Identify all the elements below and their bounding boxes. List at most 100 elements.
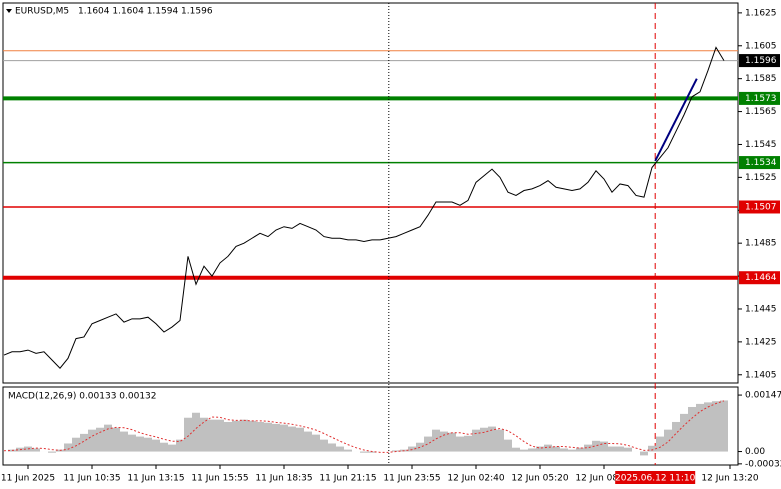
histogram-bar: [520, 449, 528, 452]
histogram-bar: [144, 437, 152, 452]
bid-box: [739, 54, 780, 68]
histogram-bar: [312, 434, 320, 452]
histogram-bar: [608, 446, 616, 452]
histogram-bar: [552, 446, 560, 452]
histogram-bar: [200, 417, 208, 452]
histogram-bar: [600, 441, 608, 452]
histogram-bar: [360, 451, 368, 453]
histogram-bar: [136, 436, 144, 452]
histogram-bar: [712, 401, 720, 452]
histogram-bar: [456, 436, 464, 452]
histogram-bar: [64, 443, 72, 452]
menu-triangle[interactable]: [6, 9, 12, 13]
histogram-bar: [296, 427, 304, 452]
x-tick-label: 11 Jun 2025: [1, 474, 55, 484]
histogram-bar: [504, 439, 512, 452]
chart-subtitle: 1.1604 1.1604 1.1594 1.1596: [78, 7, 213, 17]
x-tick-label: 11 Jun 21:15: [319, 474, 376, 484]
level-label: 1.1464: [745, 273, 777, 283]
histogram-bar: [528, 448, 536, 452]
level-box: [739, 156, 780, 170]
histogram-bar: [424, 436, 432, 452]
level-box: [739, 271, 780, 285]
macd-title: MACD(12,26,9) 0.00133 0.00132: [8, 392, 157, 402]
histogram-bar: [96, 427, 104, 452]
histogram-bar: [680, 413, 688, 452]
x-tick-label: 12 Jun 08:00: [575, 474, 632, 484]
level-label: 1.1573: [745, 94, 777, 104]
x-tick-label: 11 Jun 18:35: [255, 474, 312, 484]
y-tick-label: 1.1525: [745, 173, 777, 183]
histogram-bar: [704, 402, 712, 452]
histogram-bar: [208, 419, 216, 452]
y-tick-label: 1.1625: [745, 8, 777, 18]
y-tick-label: 1.1445: [745, 304, 777, 314]
histogram-bar: [328, 443, 336, 452]
histogram-bar: [656, 436, 664, 452]
histogram-bar: [192, 412, 200, 452]
histogram-bar: [688, 406, 696, 452]
y-tick-label: 1.1425: [745, 337, 777, 347]
y-tick-label: 0.00: [745, 447, 765, 457]
histogram-bar: [344, 449, 352, 452]
x-tick-label: 12 Jun 02:40: [447, 474, 504, 484]
level-label: 1.1534: [745, 158, 777, 168]
y-tick-label: 1.1485: [745, 239, 777, 249]
histogram-bar: [48, 451, 56, 453]
histogram-bar: [112, 427, 120, 452]
histogram-bar: [152, 439, 160, 452]
chart-title: EURUSD,M5: [15, 7, 69, 17]
histogram-bar: [648, 445, 656, 452]
histogram-bar: [120, 431, 128, 452]
histogram-bar: [576, 447, 584, 452]
histogram-bar: [248, 420, 256, 452]
histogram-bar: [392, 450, 400, 452]
histogram-bar: [584, 444, 592, 452]
price-panel-frame: [2, 2, 739, 384]
price-line: [3, 46, 725, 369]
histogram-bar: [592, 440, 600, 452]
time-label: 2025.06.12 11:10: [615, 474, 696, 484]
histogram-bar: [280, 424, 288, 452]
histogram-bar: [240, 419, 248, 452]
histogram-bar: [224, 421, 232, 452]
histogram-bar: [168, 444, 176, 452]
histogram-bar: [184, 417, 192, 452]
histogram-bar: [496, 429, 504, 452]
histogram-bar: [336, 446, 344, 452]
histogram-bar: [720, 400, 728, 452]
x-tick-label: 12 Jun 13:20: [701, 474, 758, 484]
histogram-bar: [176, 439, 184, 452]
histogram-bar: [480, 427, 488, 452]
histogram-bar: [232, 420, 240, 452]
histogram-bar: [560, 448, 568, 452]
histogram-bar: [80, 433, 88, 452]
y-tick-label: 1.1585: [745, 74, 777, 84]
histogram-bar: [128, 434, 136, 452]
x-tick-label: 12 Jun 05:20: [511, 474, 568, 484]
y-tick-label: 1.1565: [745, 107, 777, 117]
histogram-bar: [488, 426, 496, 452]
y-tick-label: 1.1545: [745, 140, 777, 150]
histogram-bar: [464, 435, 472, 452]
histogram-bar: [72, 437, 80, 452]
bid-label: 1.1596: [745, 56, 777, 66]
histogram-bar: [160, 442, 168, 452]
y-tick-label: -0.00032: [745, 459, 781, 469]
histogram-bar: [256, 421, 264, 452]
y-tick-label: 0.00147: [745, 391, 781, 401]
histogram-bar: [304, 431, 312, 452]
histogram-bar: [32, 448, 40, 452]
level-box: [739, 91, 780, 105]
y-tick-label: 1.1405: [745, 370, 777, 380]
histogram-bar: [640, 451, 648, 456]
macd-panel-frame: [2, 386, 739, 466]
histogram-bar: [616, 446, 624, 452]
histogram-bar: [512, 447, 520, 452]
x-tick-label: 11 Jun 10:35: [63, 474, 120, 484]
histogram-bar: [368, 451, 376, 453]
histogram-bar: [544, 444, 552, 452]
time-label-box: [615, 471, 696, 484]
